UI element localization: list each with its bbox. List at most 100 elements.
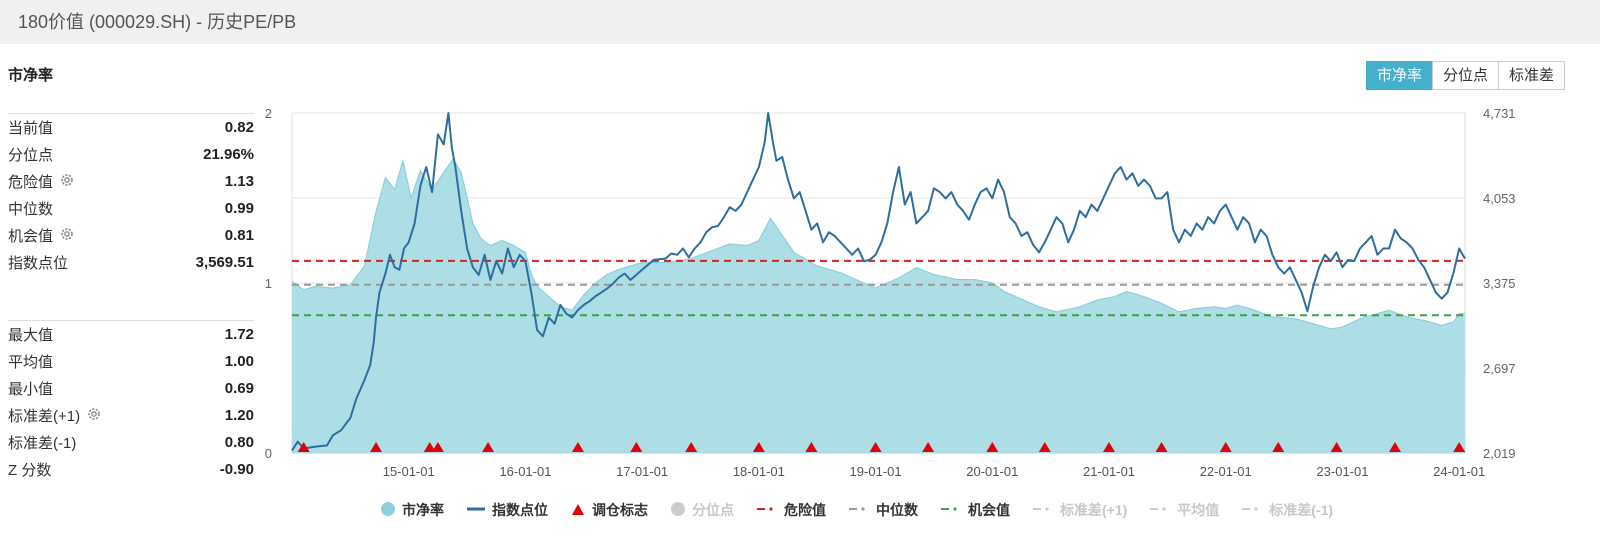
legend-label: 平均值 — [1177, 502, 1220, 518]
legend-dash-icon — [848, 501, 870, 520]
stat-value: -0.90 — [219, 461, 254, 478]
settings-gear-icon[interactable] — [53, 172, 75, 192]
rebalance-marker — [922, 442, 935, 452]
stat-label-text: 标准差(-1) — [8, 435, 77, 452]
legend-item[interactable]: 市净率 — [380, 500, 444, 520]
stat-row: 指数点位 3,569.51 — [8, 249, 254, 276]
rebalance-marker — [630, 442, 643, 452]
stat-value: 0.69 — [224, 380, 254, 397]
rebalance-marker — [1453, 442, 1466, 452]
stat-value: 21.96% — [203, 146, 254, 163]
rebalance-marker — [431, 442, 444, 452]
rebalance-marker — [1330, 442, 1343, 452]
legend-item[interactable]: 分位点 — [670, 500, 734, 520]
toggle-percentile-button[interactable]: 分位点 — [1432, 61, 1500, 90]
rebalance-marker — [482, 442, 495, 452]
stat-label-text: 指数点位 — [8, 255, 69, 272]
settings-gear-icon[interactable] — [53, 226, 75, 246]
stat-label-text: 危险值 — [8, 174, 54, 191]
stat-label-text: 平均值 — [8, 354, 54, 371]
rebalance-marker — [1155, 442, 1168, 452]
stat-label: 中位数 — [8, 198, 53, 219]
y-right-tick-label: 2,019 — [1483, 446, 1516, 461]
stat-row: 平均值 1.00 — [8, 348, 254, 375]
legend-item[interactable]: 指数点位 — [466, 500, 548, 520]
stat-row: 标准差(-1) 0.80 — [8, 429, 254, 456]
legend-item[interactable]: 平均值 — [1149, 500, 1219, 520]
legend-label: 分位点 — [692, 502, 734, 518]
stat-row: 最小值 0.69 — [8, 375, 254, 402]
stat-value: 0.82 — [224, 119, 254, 136]
x-tick-label: 20-01-01 — [966, 464, 1018, 479]
legend-dash-icon — [940, 501, 962, 520]
x-tick-label: 19-01-01 — [850, 464, 902, 479]
pb-history-chart: 15-01-01 16-01-01 17-01-01 18-01-01 19-01-01… — [265, 106, 1516, 479]
y-right-tick-label: 3,375 — [1483, 276, 1516, 291]
rebalance-marker — [297, 442, 310, 452]
stat-label-text: 当前值 — [8, 120, 54, 137]
stat-label: 机会值 — [8, 225, 75, 246]
settings-gear-icon[interactable] — [80, 406, 102, 426]
rebalance-marker — [986, 442, 999, 452]
legend-label: 调仓标志 — [592, 502, 648, 518]
legend-triangle-icon — [570, 501, 586, 520]
section-title: 市净率 — [8, 67, 54, 84]
rebalance-marker — [370, 442, 383, 452]
rebalance-marker — [805, 442, 818, 452]
legend-item[interactable]: 标准差(-1) — [1241, 500, 1333, 520]
toggle-stddev-button[interactable]: 标准差 — [1498, 61, 1566, 90]
rebalance-marker — [1388, 442, 1401, 452]
stat-value: 1.20 — [224, 407, 254, 424]
stat-row: 标准差(+1) 1.20 — [8, 402, 254, 429]
x-tick-label: 22-01-01 — [1200, 464, 1252, 479]
stat-row: 机会值 0.81 — [8, 222, 254, 249]
stat-label: 分位点 — [8, 144, 53, 165]
legend-item[interactable]: 危险值 — [756, 500, 826, 520]
series-index-line — [291, 112, 1466, 451]
metric-toggle-group: 市净率 分位点 标准差 — [1366, 61, 1566, 90]
rebalance-marker — [752, 442, 765, 452]
series-pb-line — [291, 157, 1465, 330]
stat-label: 危险值 — [8, 171, 75, 192]
stat-label-text: 分位点 — [8, 147, 54, 164]
x-tick-label: 21-01-01 — [1083, 464, 1135, 479]
stat-label: 最大值 — [8, 324, 53, 345]
rebalance-marker — [571, 442, 584, 452]
stat-label: 标准差(-1) — [8, 432, 76, 453]
legend-label: 市净率 — [402, 502, 444, 518]
legend-label: 标准差(+1) — [1060, 502, 1128, 518]
x-tick-label: 17-01-01 — [616, 464, 668, 479]
stat-label-text: 机会值 — [8, 228, 54, 245]
legend-item[interactable]: 标准差(+1) — [1032, 500, 1127, 520]
toggle-pb-button[interactable]: 市净率 — [1366, 61, 1434, 90]
y-left-tick-label: 0 — [265, 446, 272, 461]
rebalance-marker — [685, 442, 698, 452]
legend-circle-icon — [380, 501, 396, 520]
legend-label: 标准差(-1) — [1269, 502, 1334, 518]
y-right-tick-label: 2,697 — [1483, 361, 1516, 376]
x-tick-label: 16-01-01 — [499, 464, 551, 479]
x-tick-label: 24-01-01 — [1433, 464, 1485, 479]
stat-row: 当前值 0.82 — [8, 114, 254, 141]
y-left-tick-label: 2 — [265, 106, 272, 121]
stat-value: 0.99 — [224, 200, 254, 217]
x-tick-label: 15-01-01 — [383, 464, 435, 479]
legend-item[interactable]: 机会值 — [940, 500, 1010, 520]
x-tick-label: 23-01-01 — [1316, 464, 1368, 479]
y-left-tick-label: 1 — [265, 276, 272, 291]
legend-item[interactable]: 中位数 — [848, 500, 918, 520]
legend-dash-icon — [1149, 501, 1171, 520]
stat-value: 1.72 — [224, 326, 254, 343]
stats-divider — [8, 320, 254, 321]
stat-label: Z 分数 — [8, 459, 51, 480]
stat-value: 0.81 — [224, 227, 254, 244]
stat-label-text: 中位数 — [8, 201, 54, 218]
legend-item[interactable]: 调仓标志 — [570, 500, 648, 520]
stat-label-text: 最小值 — [8, 381, 54, 398]
legend-label: 机会值 — [968, 502, 1010, 518]
rebalance-marker — [869, 442, 882, 452]
legend-line-icon — [466, 501, 486, 520]
stat-label-text: 最大值 — [8, 327, 54, 344]
stat-label-text: Z 分数 — [8, 462, 52, 479]
stat-row: 危险值 1.13 — [8, 168, 254, 195]
